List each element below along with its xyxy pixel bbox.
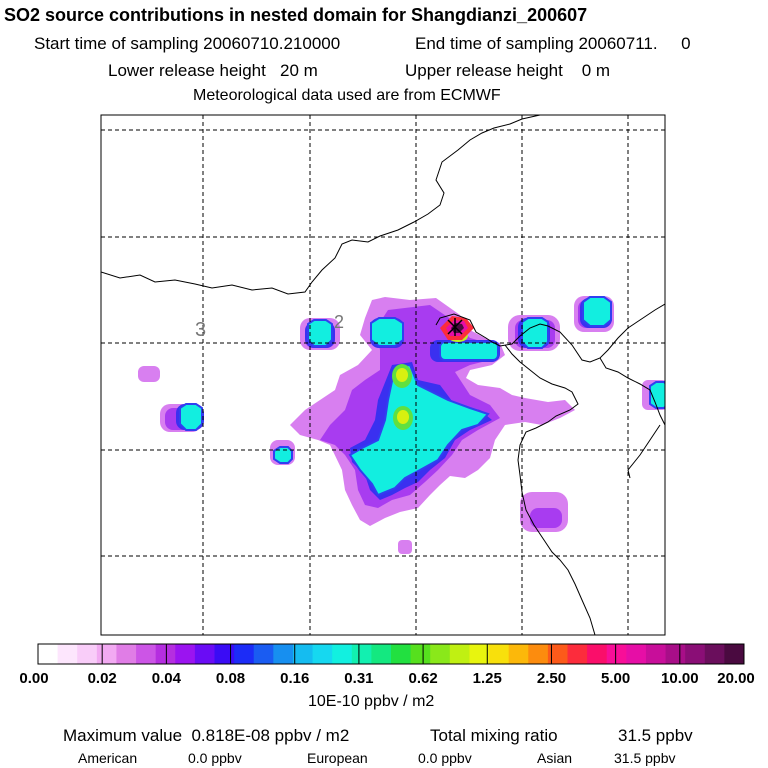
colorbar-cell bbox=[38, 644, 59, 664]
colorbar-cell bbox=[724, 644, 745, 664]
contour-label-3: 3 bbox=[195, 319, 206, 341]
colorbar-cell bbox=[96, 644, 117, 664]
colorbar-cell bbox=[234, 644, 255, 664]
colorbar-cell bbox=[606, 644, 627, 664]
colorbar-tick-label: 0.62 bbox=[408, 670, 438, 687]
colorbar bbox=[37, 643, 745, 665]
colorbar-cell bbox=[371, 644, 392, 664]
asian-label: Asian bbox=[537, 750, 573, 766]
colorbar-cell bbox=[292, 644, 314, 664]
colorbar-cell bbox=[430, 644, 451, 664]
asian-value: 31.5 ppbv bbox=[614, 750, 676, 766]
colorbar-cell bbox=[351, 644, 372, 664]
lower-release-label: Lower release height 20 m bbox=[108, 61, 318, 80]
colorbar-cell bbox=[136, 644, 157, 664]
colorbar-cell bbox=[391, 644, 412, 664]
colorbar-tick-label: 20.00 bbox=[717, 670, 755, 687]
colorbar-cell bbox=[57, 644, 78, 664]
max-value-label: Maximum value 0.818E-08 ppbv / m2 bbox=[63, 726, 350, 745]
plume-cyan bbox=[179, 296, 665, 497]
american-value: 0.0 ppbv bbox=[188, 750, 242, 766]
colorbar-tick-label: 0.16 bbox=[280, 670, 310, 687]
colorbar-tick-label: 0.00 bbox=[19, 670, 49, 687]
colorbar-cell bbox=[155, 644, 176, 664]
colorbar-cell bbox=[253, 644, 274, 664]
colorbar-cell bbox=[469, 644, 490, 664]
total-mixing-label: Total mixing ratio bbox=[430, 726, 558, 745]
colorbar-tick-label: 10.00 bbox=[661, 670, 699, 687]
colorbar-tick-label: 2.50 bbox=[536, 670, 567, 687]
receptor-marker bbox=[447, 318, 463, 336]
colorbar-cell bbox=[449, 644, 470, 664]
colorbar-cell bbox=[508, 644, 529, 664]
map-frame bbox=[100, 114, 666, 636]
european-label: European bbox=[307, 750, 368, 766]
plume-field bbox=[138, 296, 665, 554]
colorbar-cell bbox=[489, 644, 510, 664]
colorbar-cell bbox=[273, 644, 294, 664]
european-value: 0.0 ppbv bbox=[418, 750, 472, 766]
colorbar-cell bbox=[626, 644, 647, 664]
colorbar-cell bbox=[567, 644, 588, 664]
colorbar-units: 10E-10 ppbv / m2 bbox=[308, 693, 435, 710]
start-sampling-label: Start time of sampling 20060710.210000 bbox=[34, 34, 341, 53]
graticule bbox=[101, 115, 665, 635]
end-sampling-label: End time of sampling 20060711. 0 bbox=[415, 34, 691, 53]
contour-label-2: 2 bbox=[334, 312, 344, 332]
total-mixing-value: 31.5 ppbv bbox=[618, 726, 693, 745]
colorbar-tick-label: 0.02 bbox=[87, 670, 117, 687]
colorbar-cell bbox=[312, 644, 333, 664]
colorbar-cell bbox=[175, 644, 196, 664]
colorbar-tick-label: 0.08 bbox=[215, 670, 246, 687]
colorbar-cell bbox=[410, 644, 431, 664]
upper-release-label: Upper release height 0 m bbox=[405, 61, 611, 80]
colorbar-cell bbox=[332, 644, 353, 664]
colorbar-cell bbox=[587, 644, 608, 664]
colorbar-cell bbox=[665, 644, 686, 664]
american-label: American bbox=[78, 750, 138, 766]
colorbar-cell bbox=[214, 644, 235, 664]
colorbar-cell bbox=[77, 644, 98, 664]
colorbar-tick-label: 1.25 bbox=[472, 670, 502, 687]
colorbar-cell bbox=[645, 644, 667, 664]
coastlines bbox=[101, 115, 665, 635]
colorbar-cell bbox=[194, 644, 215, 664]
chart-title: SO2 source contributions in nested domai… bbox=[4, 5, 588, 25]
colorbar-cell bbox=[116, 644, 137, 664]
colorbar-tick-label: 5.00 bbox=[601, 670, 631, 687]
colorbar-tick-label: 0.31 bbox=[344, 670, 374, 687]
met-data-label: Meteorological data used are from ECMWF bbox=[193, 87, 501, 104]
colorbar-cell bbox=[685, 644, 706, 664]
colorbar-cell bbox=[528, 644, 549, 664]
colorbar-tick-label: 0.04 bbox=[151, 670, 181, 687]
colorbar-cell bbox=[704, 644, 725, 664]
colorbar-cell bbox=[547, 644, 568, 664]
